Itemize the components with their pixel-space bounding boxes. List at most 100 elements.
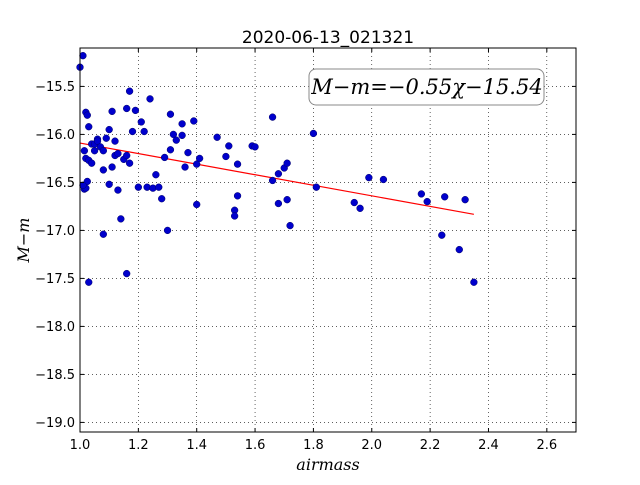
data-point [350,198,358,207]
data-point [137,118,145,126]
data-point [181,163,189,171]
data-point [166,146,175,154]
data-point [155,183,163,191]
y-tick-label: −15.5 [35,80,75,95]
data-point [251,143,259,151]
data-point [123,269,131,278]
data-point [461,196,469,204]
data-point [158,195,166,203]
x-tick-label: 1.2 [128,438,149,453]
data-point [309,129,318,138]
x-tick-label: 1.0 [70,438,91,453]
data-point [128,127,137,136]
data-point [356,204,364,212]
x-tick-label: 1.6 [245,438,266,453]
axis-ticks: 1.0 1.2 1.4 1.6 1.8 2.0 2.2 2.4 2.6 −15.5 −16.0 −16… [35,48,576,453]
data-point [140,127,148,136]
data-point [178,131,186,140]
x-tick-label: 1.8 [303,438,324,453]
fit-equation-label: M−m=−0.55χ−15.54 [310,75,542,99]
data-point [93,137,102,145]
data-point [146,95,154,103]
data-point [417,190,426,198]
data-point [88,159,96,167]
data-point [312,183,320,191]
data-point [441,193,449,201]
data-point [233,160,242,168]
data-point [105,125,113,134]
data-point [83,111,91,119]
data-point [152,171,160,179]
data-point [286,221,294,230]
data-point [379,175,388,184]
data-point [233,192,242,200]
data-point [172,136,180,144]
data-point [79,52,87,60]
data-points [76,52,478,286]
data-point [125,159,134,167]
data-point [114,186,122,194]
x-tick-label: 2.4 [478,438,499,453]
data-point [178,120,186,128]
data-point [268,113,277,121]
data-point [125,87,134,95]
data-point [160,153,169,162]
data-point [117,215,125,223]
y-tick-label: −16.5 [35,176,75,191]
y-tick-label: −18.5 [35,368,75,383]
data-point [268,176,277,185]
data-point [123,151,131,160]
y-tick-label: −17.5 [35,272,75,287]
data-point [99,147,107,155]
data-point [134,183,143,191]
data-point [365,173,373,182]
fit-line [79,142,474,215]
data-point [123,104,131,113]
data-point [163,226,172,235]
data-point [438,231,446,239]
y-tick-label: −18.0 [35,320,75,335]
data-point [85,278,93,286]
data-point [230,212,239,220]
data-point [225,142,233,150]
data-point [470,278,478,286]
data-point [99,166,107,174]
y-tick-label: −16.0 [35,128,75,143]
data-point [85,123,93,131]
data-point [169,130,178,139]
data-point [114,149,122,158]
fit-equation-box: M−m=−0.55χ−15.54 [308,68,545,106]
data-point [193,160,201,168]
data-point [283,159,291,167]
y-axis-label: M−m [14,218,33,264]
data-point [90,147,99,155]
data-point [166,110,175,118]
x-tick-label: 1.4 [186,438,207,453]
data-point [102,134,110,142]
data-point [274,199,283,208]
data-point [213,133,221,141]
data-point [274,170,283,178]
data-point [222,152,230,161]
data-point [193,200,201,209]
data-point [79,181,87,189]
plot-frame [79,47,577,433]
data-point [423,197,431,206]
data-point [99,230,107,238]
data-point [131,106,140,115]
fit-line-group [79,142,474,215]
y-tick-label: −19.0 [35,416,75,431]
x-tick-label: 2.2 [420,438,441,453]
fit-equation-frame [308,68,545,106]
data-point [105,180,113,188]
data-point [190,117,198,125]
data-point [195,154,204,163]
plot-area [80,48,576,432]
data-point [80,147,89,155]
chart-title: 2020-06-13_021321 [242,28,414,48]
x-tick-label: 2.0 [361,438,382,453]
data-point [111,137,119,145]
x-axis-label: airmass [296,455,359,474]
